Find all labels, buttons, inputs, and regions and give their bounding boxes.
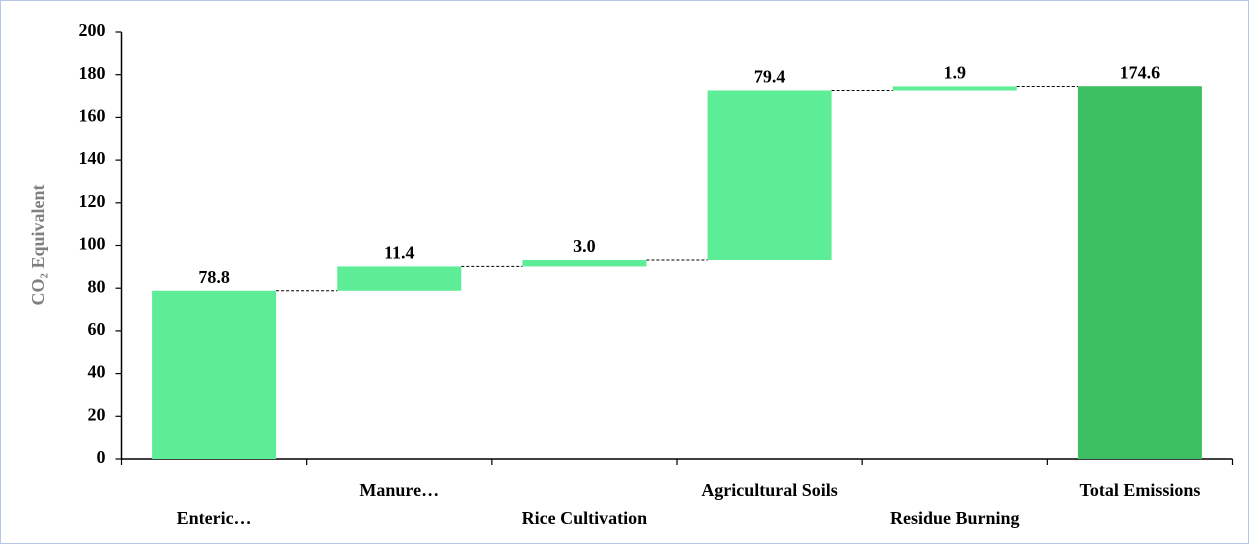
y-tick-label: 100 [79,234,106,254]
y-axis-label: CO₂ Equivalent [28,185,48,306]
x-tick-label: Agricultural Soils [701,480,838,500]
y-tick-label: 140 [79,148,106,168]
x-tick-label: Manure… [359,480,439,500]
bar [152,290,277,459]
y-tick-label: 80 [88,276,106,296]
value-label: 3.0 [573,236,596,256]
y-tick-label: 180 [79,63,106,83]
value-label: 79.4 [754,67,786,87]
bar [522,260,647,267]
value-label: 1.9 [944,63,967,83]
bar [892,86,1017,91]
y-tick-label: 120 [79,191,106,211]
x-tick-label: Rice Cultivation [522,508,648,528]
x-tick-label: Total Emissions [1079,480,1200,500]
y-tick-label: 60 [88,319,106,339]
y-tick-label: 0 [97,447,106,467]
x-tick-label: Residue Burning [890,508,1020,528]
value-label: 174.6 [1120,62,1161,82]
bar [337,266,462,291]
x-tick-label: Enteric… [177,508,252,528]
y-tick-label: 20 [88,404,106,424]
value-label: 11.4 [384,243,415,263]
bar [707,90,832,261]
y-tick-label: 200 [79,20,106,40]
y-tick-label: 160 [79,106,106,126]
y-tick-label: 40 [88,362,106,382]
bar [1077,86,1202,459]
value-label: 78.8 [198,267,230,287]
